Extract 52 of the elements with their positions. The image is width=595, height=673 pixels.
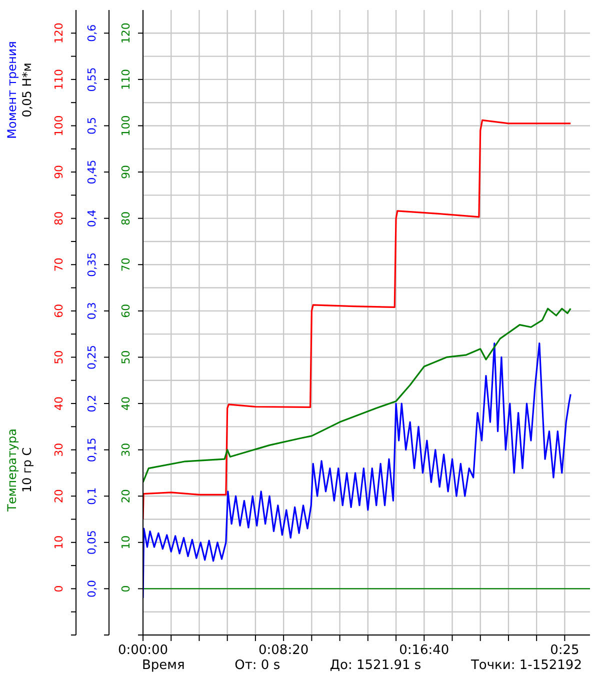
y2-tick-label: 0,3 — [86, 302, 98, 320]
y2-tick-label: 0,5 — [86, 116, 98, 134]
y-tick-label: 70 — [120, 258, 132, 272]
y2-tick-label: 0,2 — [86, 394, 98, 412]
y2-tick-label: 0,05 — [86, 530, 98, 555]
y-tick-label: 100 — [120, 115, 132, 136]
y-tick-label: 50 — [120, 350, 132, 364]
text: До: 1521.91 s — [330, 658, 422, 673]
y3-tick-label: 110 — [52, 68, 66, 90]
y3-tick-label: 10 — [52, 535, 66, 550]
y-tick-label: 90 — [120, 165, 132, 180]
y2-tick-label: 0,25 — [86, 344, 98, 370]
y2-axis-title: Момент трения 0,05 Н*м — [5, 41, 35, 139]
y2-tick-label: 0,45 — [86, 160, 98, 184]
line-series — [143, 342, 572, 599]
y-tick-label: 40 — [120, 396, 132, 411]
y-tick-label: 0 — [120, 585, 132, 592]
y-tick-label: 10 — [120, 535, 132, 550]
y2-tick-label: 0,6 — [86, 24, 98, 42]
x-tick-label: 0:08:20 — [258, 643, 309, 658]
y3-tick-label: 20 — [52, 489, 66, 504]
y-tick-label: 80 — [120, 211, 132, 226]
x-axis-title: Время — [142, 658, 185, 673]
x-tick-label: 0:16:40 — [399, 643, 450, 658]
line-series — [143, 308, 572, 484]
y-tick-label: 60 — [120, 304, 132, 318]
y3-tick-label: 50 — [52, 350, 66, 364]
text: От: 0 s — [234, 658, 280, 673]
y2-tick-label: 0,35 — [86, 252, 98, 277]
y2-tick-label: 0,55 — [86, 67, 98, 92]
y2-tick-label: 0,15 — [86, 438, 98, 462]
y2-tick-label: 0,1 — [86, 487, 98, 505]
y-tick-label: 20 — [120, 489, 132, 504]
y-tick-label: 110 — [120, 68, 132, 90]
y3-tick-label: 90 — [52, 165, 66, 180]
y3-axis-title: Температура 10 гр С — [5, 428, 35, 512]
y3-tick-label: 70 — [52, 258, 66, 272]
y3-tick-label: 40 — [52, 396, 66, 411]
y2-tick-label: 0,4 — [86, 210, 98, 228]
y3-tick-label: 60 — [52, 304, 66, 318]
y3-tick-label: 0 — [52, 585, 66, 592]
x-tick-label: 0:25 — [550, 643, 580, 658]
y-tick-label: 30 — [120, 442, 132, 457]
line-series — [143, 119, 572, 520]
y3-tick-label: 80 — [52, 211, 66, 226]
y3-tick-label: 120 — [52, 22, 66, 44]
y3-tick-label: 100 — [52, 115, 66, 136]
y-tick-label: 120 — [120, 22, 132, 44]
y2-tick-label: 0,0 — [86, 580, 98, 598]
x-tick-label: 0:00:00 — [118, 643, 168, 658]
y3-tick-label: 30 — [52, 442, 66, 457]
text: Точки: 1-152192 — [470, 658, 582, 673]
